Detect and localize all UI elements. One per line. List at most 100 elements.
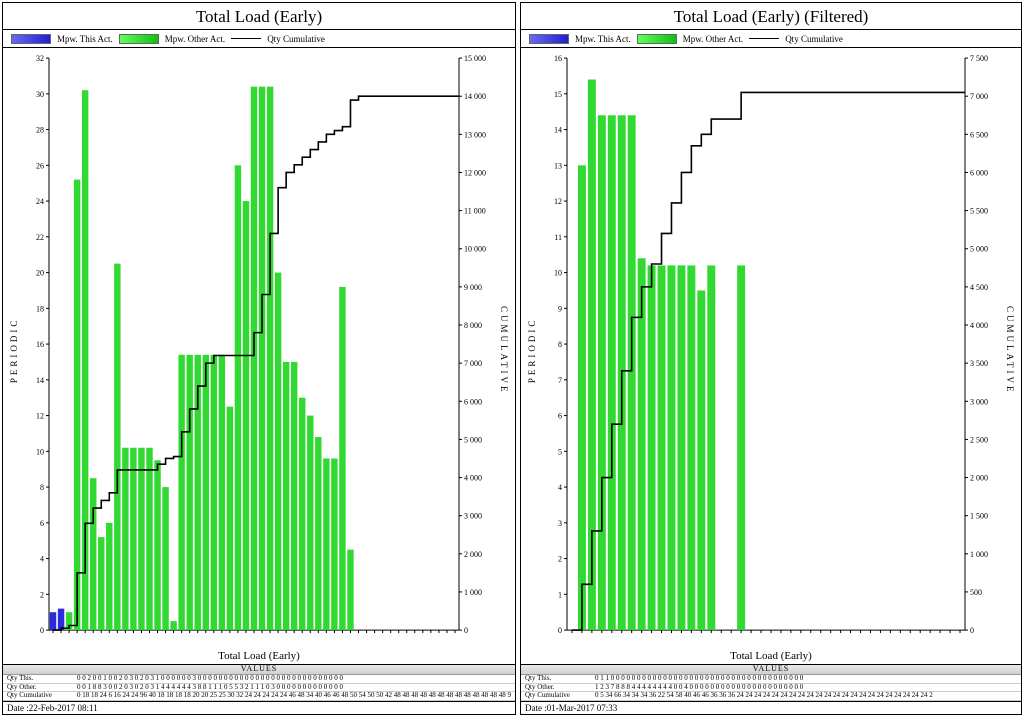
svg-text:1 500: 1 500 (970, 512, 988, 521)
svg-text:6 000: 6 000 (464, 397, 482, 406)
values-block: VALUES Qty This.0 0 2 0 0 1 0 0 2 0 3 0 … (3, 664, 515, 701)
legend-swatch-blue (11, 34, 51, 44)
svg-text:6 500: 6 500 (970, 130, 988, 139)
svg-text:7: 7 (558, 376, 562, 385)
values-block: VALUES Qty This.0 1 1 0 0 0 0 0 0 0 0 0 … (521, 664, 1021, 701)
legend: Mpw. This Act. Mpw. Other Act. Qty Cumul… (3, 30, 515, 48)
values-title: VALUES (3, 665, 515, 675)
svg-text:4 500: 4 500 (970, 283, 988, 292)
svg-text:500: 500 (970, 588, 982, 597)
svg-text:0: 0 (40, 626, 44, 635)
svg-text:5 000: 5 000 (970, 245, 988, 254)
svg-text:10: 10 (554, 269, 562, 278)
values-row: Qty Cumulative0 5 34 66 34 34 34 36 22 5… (521, 692, 1021, 701)
y-axis-left-label: PERIODIC (525, 52, 539, 648)
etc-label: Total Load (Early) (521, 648, 1021, 664)
svg-text:18: 18 (36, 304, 44, 313)
etc-label: Total Load (Early) (3, 648, 515, 664)
chart: 0246810121416182022242628303201 0002 000… (21, 52, 497, 648)
svg-text:13 000: 13 000 (464, 130, 486, 139)
svg-text:4 000: 4 000 (464, 474, 482, 483)
svg-text:14 000: 14 000 (464, 92, 486, 101)
panel-total-load-early-filtered: Total Load (Early) (Filtered) Mpw. This … (520, 2, 1022, 715)
svg-text:9: 9 (558, 304, 562, 313)
svg-text:5: 5 (558, 447, 562, 456)
svg-text:12 000: 12 000 (464, 168, 486, 177)
svg-text:4: 4 (40, 555, 44, 564)
svg-text:28: 28 (36, 126, 44, 135)
y-axis-right-label: CUMULATIVE (1003, 52, 1017, 648)
legend-label-mpw-this: Mpw. This Act. (57, 34, 113, 44)
values-row: Qty Other.1 2 3 7 8 8 8 4 4 4 4 4 4 4 4 … (521, 684, 1021, 693)
svg-text:9 000: 9 000 (464, 283, 482, 292)
legend-swatch-green (637, 34, 677, 44)
legend-swatch-blue (529, 34, 569, 44)
svg-text:20: 20 (36, 269, 44, 278)
legend-label-mpw-other: Mpw. Other Act. (165, 34, 225, 44)
svg-text:15 000: 15 000 (464, 54, 486, 63)
svg-text:0: 0 (464, 626, 468, 635)
svg-text:5 000: 5 000 (464, 435, 482, 444)
svg-text:16: 16 (554, 54, 562, 63)
svg-text:15: 15 (554, 90, 562, 99)
date-line: Date :22-Feb-2017 08:11 (3, 701, 515, 714)
legend: Mpw. This Act. Mpw. Other Act. Qty Cumul… (521, 30, 1021, 48)
svg-text:8 000: 8 000 (464, 321, 482, 330)
svg-text:8: 8 (40, 483, 44, 492)
svg-text:10: 10 (36, 447, 44, 456)
svg-text:32: 32 (36, 54, 44, 63)
svg-text:14: 14 (554, 126, 562, 135)
svg-text:10 000: 10 000 (464, 245, 486, 254)
svg-text:0: 0 (970, 626, 974, 635)
values-row: Qty This.0 0 2 0 0 1 0 0 2 0 3 0 2 0 3 1… (3, 675, 515, 684)
svg-text:8: 8 (558, 340, 562, 349)
svg-text:12: 12 (554, 197, 562, 206)
values-row: Qty Cumulative0 18 18 24 6 16 24 24 96 4… (3, 692, 515, 701)
values-row: Qty This.0 1 1 0 0 0 0 0 0 0 0 0 0 0 0 0… (521, 675, 1021, 684)
svg-text:30: 30 (36, 90, 44, 99)
panel-total-load-early: Total Load (Early) Mpw. This Act. Mpw. O… (2, 2, 516, 715)
svg-text:14: 14 (36, 376, 44, 385)
legend-label-mpw-this: Mpw. This Act. (575, 34, 631, 44)
chart: 01234567891011121314151605001 0001 5002 … (539, 52, 1003, 648)
svg-text:5 500: 5 500 (970, 207, 988, 216)
svg-text:22: 22 (36, 233, 44, 242)
svg-text:7 000: 7 000 (970, 92, 988, 101)
svg-text:11 000: 11 000 (464, 207, 486, 216)
svg-text:2 500: 2 500 (970, 435, 988, 444)
legend-swatch-line (231, 38, 261, 40)
svg-text:7 000: 7 000 (464, 359, 482, 368)
svg-text:3 000: 3 000 (970, 397, 988, 406)
svg-text:4: 4 (558, 483, 562, 492)
legend-label-cum: Qty Cumulative (267, 34, 325, 44)
legend-label-cum: Qty Cumulative (785, 34, 843, 44)
svg-text:24: 24 (36, 197, 44, 206)
svg-text:3 000: 3 000 (464, 512, 482, 521)
legend-swatch-green (119, 34, 159, 44)
svg-text:6 000: 6 000 (970, 168, 988, 177)
plot-area: PERIODIC 01234567891011121314151605001 0… (521, 48, 1021, 648)
svg-text:2 000: 2 000 (464, 550, 482, 559)
svg-text:12: 12 (36, 412, 44, 421)
svg-text:13: 13 (554, 161, 562, 170)
y-axis-left-label: PERIODIC (7, 52, 21, 648)
legend-swatch-line (749, 38, 779, 40)
svg-text:16: 16 (36, 340, 44, 349)
values-title: VALUES (521, 665, 1021, 675)
page: Total Load (Early) Mpw. This Act. Mpw. O… (0, 0, 1024, 717)
svg-text:1 000: 1 000 (970, 550, 988, 559)
svg-text:26: 26 (36, 161, 44, 170)
svg-text:2: 2 (40, 590, 44, 599)
svg-text:2: 2 (558, 555, 562, 564)
svg-text:11: 11 (554, 233, 562, 242)
svg-text:4 000: 4 000 (970, 321, 988, 330)
panel-title: Total Load (Early) (3, 3, 515, 30)
svg-text:1: 1 (558, 590, 562, 599)
svg-text:7 500: 7 500 (970, 54, 988, 63)
svg-text:6: 6 (40, 519, 44, 528)
svg-text:3 500: 3 500 (970, 359, 988, 368)
legend-label-mpw-other: Mpw. Other Act. (683, 34, 743, 44)
svg-text:6: 6 (558, 412, 562, 421)
svg-text:2 000: 2 000 (970, 474, 988, 483)
svg-text:0: 0 (558, 626, 562, 635)
